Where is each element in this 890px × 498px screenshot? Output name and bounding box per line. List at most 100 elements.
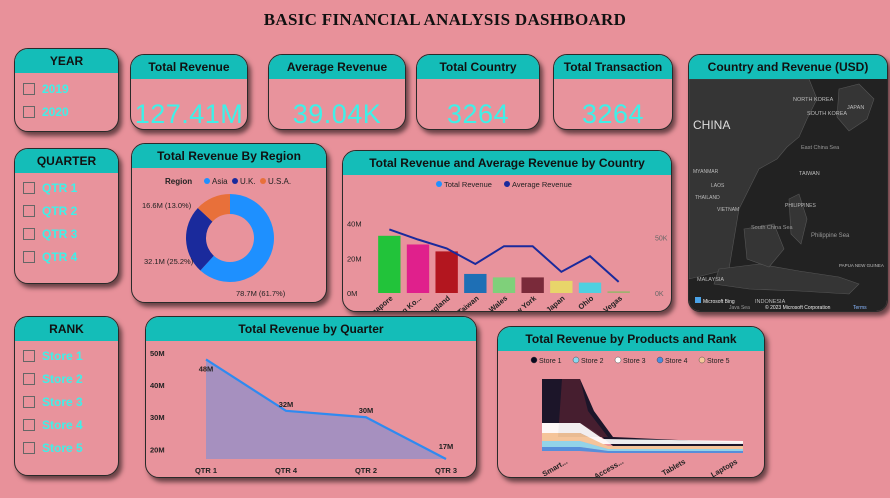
bar-total-revenue[interactable] xyxy=(607,291,630,293)
region-legend-title: Region xyxy=(165,177,192,186)
rank-option-store2[interactable]: Store 2 xyxy=(15,367,118,390)
bar-total-revenue[interactable] xyxy=(492,277,516,293)
legend-label-uk: U.K. xyxy=(240,177,256,186)
x-tick-label: Japan xyxy=(544,293,567,312)
legend-marker-store xyxy=(572,356,580,364)
kpi-total-country: Total Country 3264 xyxy=(416,54,540,130)
rank-slicer: RANK Store 1 Store 2 Store 3 Store 4 Sto… xyxy=(14,316,119,476)
year-slicer-title: YEAR xyxy=(15,49,118,73)
legend-marker-uk xyxy=(232,178,238,184)
japan-landmass xyxy=(836,83,875,132)
region-donut-chart[interactable]: Region Asia U.K. U.S.A. 78.7M (61.7%) 32… xyxy=(132,168,327,303)
ribbon-band[interactable] xyxy=(542,433,743,449)
rank-option-store1[interactable]: Store 1 xyxy=(15,344,118,367)
area-fill xyxy=(206,359,446,459)
legend-label-asia: Asia xyxy=(212,177,228,186)
kpi-title: Total Country xyxy=(417,55,539,79)
legend-label-total-revenue: Total Revenue xyxy=(444,180,492,189)
bar-total-revenue[interactable] xyxy=(464,273,487,293)
line-average-revenue[interactable] xyxy=(389,228,620,283)
map-card: Country and Revenue (USD) CHINA NORTH KO… xyxy=(688,54,888,312)
ribbon-band[interactable] xyxy=(542,447,743,453)
rank-option-store3[interactable]: Store 3 xyxy=(15,390,118,413)
map-terms-link[interactable]: Terms xyxy=(853,305,867,311)
bar-total-revenue[interactable] xyxy=(521,277,544,293)
checkbox[interactable] xyxy=(23,395,35,408)
kpi-title: Total Revenue xyxy=(131,55,247,79)
x-tick-label: QTR 3 xyxy=(435,466,457,475)
bing-logo-icon xyxy=(695,297,701,303)
quarter-option-qtr1[interactable]: QTR 1 xyxy=(15,176,118,199)
data-label: 30M xyxy=(359,406,374,415)
ribbon-band[interactable] xyxy=(558,379,608,437)
legend-label-store: Store 2 xyxy=(581,358,604,365)
x-tick-label: Las Vegas xyxy=(590,294,624,312)
map-label: East China Sea xyxy=(801,145,840,151)
dashboard-title: BASIC FINANCIAL ANALYSIS DASHBOARD xyxy=(263,10,627,29)
x-tick-label: Smart... xyxy=(541,457,569,478)
map-label: MYANMAR xyxy=(693,169,719,175)
borneo-landmass xyxy=(743,223,785,268)
legend-label-store: Store 4 xyxy=(665,358,688,365)
map-title: Country and Revenue (USD) xyxy=(689,55,887,79)
bar-total-revenue[interactable] xyxy=(406,244,430,293)
ribbon-band[interactable] xyxy=(542,423,743,444)
year-option-2020[interactable]: 2020 xyxy=(15,100,118,123)
quarter-option-qtr3[interactable]: QTR 3 xyxy=(15,222,118,245)
rank-option-store4[interactable]: Store 4 xyxy=(15,413,118,436)
country-combo-chart[interactable]: Total Revenue Average Revenue 0M 20M 40M 0K 50… xyxy=(343,175,672,312)
country-chart-card: Total Revenue and Average Revenue by Cou… xyxy=(342,150,672,312)
products-chart-card: Total Revenue by Products and Rank Store… xyxy=(497,326,765,478)
y-tick-label: 30M xyxy=(150,413,165,422)
kpi-value: 3264 xyxy=(446,99,510,129)
checkbox[interactable] xyxy=(23,349,35,362)
checkbox[interactable] xyxy=(23,82,35,95)
region-data-label: 32.1M (25.2%) xyxy=(144,257,194,266)
bar-total-revenue[interactable] xyxy=(435,251,458,293)
bing-attribution: Microsoft Bing xyxy=(703,299,735,305)
quarter-slicer: QUARTER QTR 1 QTR 2 QTR 3 QTR 4 xyxy=(14,148,119,284)
map-canvas[interactable]: CHINA NORTH KOREA SOUTH KOREA JAPAN TAIW… xyxy=(689,79,888,312)
checkbox[interactable] xyxy=(23,204,35,217)
map-label: PAPUA NEW GUINEA xyxy=(839,263,884,268)
checkbox[interactable] xyxy=(23,250,35,263)
checkbox[interactable] xyxy=(23,372,35,385)
region-chart-card: Total Revenue By Region Region Asia U.K.… xyxy=(131,143,327,303)
map-label: South China Sea xyxy=(751,225,794,231)
bar-total-revenue[interactable] xyxy=(578,282,602,293)
checkbox[interactable] xyxy=(23,227,35,240)
legend-label-store: Store 5 xyxy=(707,358,730,365)
donut-slice-uk[interactable] xyxy=(186,207,214,271)
checkbox[interactable] xyxy=(23,181,35,194)
products-ribbon-chart[interactable]: Store 1 Store 2 Store 3 Store 4 Store 5 Smart… xyxy=(498,351,765,478)
y2-tick-label: 0K xyxy=(655,291,664,298)
legend-marker-store xyxy=(530,356,538,364)
donut-slice-asia[interactable] xyxy=(200,194,274,282)
kpi-title: Average Revenue xyxy=(269,55,405,79)
year-option-2019[interactable]: 2019 xyxy=(15,77,118,100)
bar-total-revenue[interactable] xyxy=(550,280,573,293)
y2-tick-label: 50K xyxy=(655,235,668,242)
legend-marker-store xyxy=(656,356,664,364)
quarter-option-qtr2[interactable]: QTR 2 xyxy=(15,199,118,222)
rank-option-store5[interactable]: Store 5 xyxy=(15,436,118,459)
quarter-option-qtr4[interactable]: QTR 4 xyxy=(15,245,118,268)
x-tick-label: Hong Ko... xyxy=(389,294,424,312)
kpi-total-revenue: Total Revenue 127.41M xyxy=(130,54,248,130)
ribbon-band[interactable] xyxy=(542,441,743,451)
map-label: Java Sea xyxy=(729,305,750,311)
x-tick-label: QTR 4 xyxy=(275,466,298,475)
legend-label-usa: U.S.A. xyxy=(268,177,291,186)
x-tick-label: QTR 1 xyxy=(195,466,217,475)
quarter-area-chart[interactable]: 20M 30M 40M 50M QTR 1 48M QTR 4 32M QTR 2 30M QTR … xyxy=(146,341,477,478)
checkbox[interactable] xyxy=(23,105,35,118)
x-tick-label: Taiwan xyxy=(456,293,481,312)
x-tick-label: QTR 2 xyxy=(355,466,377,475)
quarter-slicer-title: QUARTER xyxy=(15,149,118,173)
map-label: CHINA xyxy=(693,118,730,132)
checkbox[interactable] xyxy=(23,441,35,454)
bar-total-revenue[interactable] xyxy=(378,235,401,293)
donut-slice-usa[interactable] xyxy=(197,194,230,222)
checkbox[interactable] xyxy=(23,418,35,431)
area-line[interactable] xyxy=(205,358,447,460)
